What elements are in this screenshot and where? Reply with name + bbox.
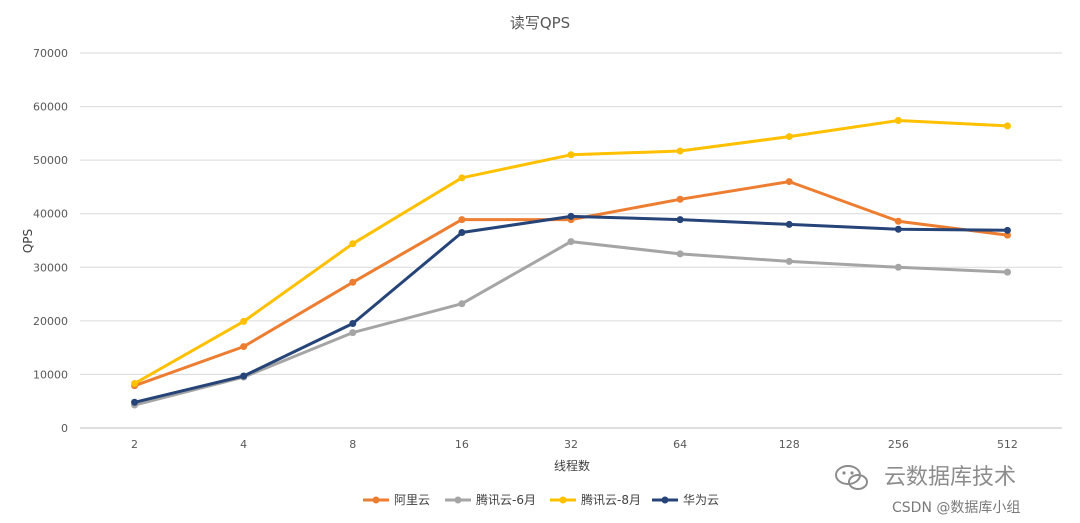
- y-tick-label: 30000: [33, 261, 68, 274]
- data-point: [1003, 226, 1011, 234]
- legend-item: 腾讯云-6月: [445, 492, 536, 507]
- series-3: [131, 117, 1011, 388]
- data-point: [1003, 231, 1011, 239]
- y-tick-label: 10000: [33, 368, 68, 381]
- data-point: [894, 217, 902, 225]
- series-4: [131, 212, 1011, 406]
- data-point: [676, 147, 684, 155]
- data-point: [240, 343, 248, 351]
- legend-label: 腾讯云-6月: [476, 492, 536, 507]
- data-point: [785, 220, 793, 228]
- watermark-title: 云数据库技术: [884, 465, 1016, 490]
- x-axis-title: 线程数: [554, 458, 590, 473]
- y-tick-label: 60000: [33, 101, 68, 114]
- data-point: [894, 117, 902, 124]
- watermark-credit: CSDN @数据库小组: [892, 500, 1020, 516]
- data-point: [458, 228, 466, 236]
- legend-swatch-marker: [454, 496, 462, 504]
- data-point: [676, 216, 684, 224]
- data-point: [458, 216, 466, 224]
- data-point: [131, 398, 139, 406]
- data-point: [1003, 122, 1011, 130]
- data-point: [894, 225, 902, 233]
- data-point: [240, 372, 248, 380]
- data-point: [349, 320, 357, 328]
- data-point: [567, 212, 575, 220]
- y-tick-label: 0: [61, 422, 68, 435]
- legend-swatch-marker: [559, 496, 567, 504]
- data-point: [349, 278, 357, 286]
- wechat-icon: [835, 465, 868, 490]
- legend-item: 阿里云: [363, 493, 430, 507]
- legend-swatch-marker: [372, 496, 380, 504]
- y-axis-ticks: 0 10000 20000 30000 40000 50000 60000 70000: [33, 47, 68, 435]
- x-tick-label: 8: [349, 438, 356, 451]
- chart-title: 读写QPS: [510, 14, 570, 32]
- x-axis-ticks: 2 4 8 16 32 64 128 256 512: [131, 438, 1018, 451]
- x-tick-label: 32: [564, 438, 578, 451]
- data-point: [458, 174, 466, 182]
- x-tick-label: 128: [779, 438, 800, 451]
- y-tick-label: 50000: [33, 154, 68, 167]
- x-tick-label: 64: [673, 438, 687, 451]
- y-tick-label: 70000: [33, 47, 68, 60]
- legend-label: 腾讯云-8月: [581, 492, 641, 507]
- y-tick-label: 20000: [33, 315, 68, 328]
- x-tick-label: 2: [131, 438, 138, 451]
- data-point: [894, 263, 902, 271]
- data-point: [131, 380, 139, 388]
- x-tick-label: 16: [455, 438, 469, 451]
- legend-label: 华为云: [683, 493, 719, 507]
- series-lines: [131, 117, 1011, 409]
- legend-swatch-marker: [661, 496, 669, 504]
- x-tick-label: 512: [997, 438, 1018, 451]
- data-point: [676, 250, 684, 258]
- data-point: [458, 300, 466, 308]
- legend-item: 腾讯云-8月: [550, 492, 641, 507]
- y-axis-title: QPS: [21, 229, 35, 253]
- data-point: [785, 178, 793, 186]
- data-point: [349, 240, 357, 248]
- data-point: [567, 238, 575, 246]
- watermark: 云数据库技术 CSDN @数据库小组: [835, 465, 1020, 516]
- data-point: [567, 151, 575, 159]
- x-tick-label: 4: [240, 438, 247, 451]
- legend-item: 华为云: [652, 493, 719, 507]
- data-point: [349, 329, 357, 337]
- legend-label: 阿里云: [394, 493, 430, 507]
- legend: 阿里云 腾讯云-6月 腾讯云-8月 华为云: [363, 492, 719, 507]
- data-point: [785, 133, 793, 141]
- y-tick-label: 40000: [33, 208, 68, 221]
- data-point: [676, 195, 684, 203]
- data-point: [785, 257, 793, 265]
- x-tick-label: 256: [888, 438, 909, 451]
- data-point: [240, 317, 248, 325]
- data-point: [1003, 268, 1011, 276]
